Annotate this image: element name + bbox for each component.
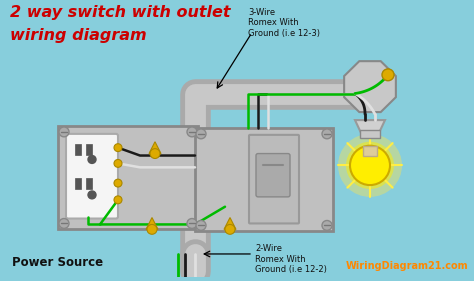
- Circle shape: [88, 191, 96, 199]
- FancyBboxPatch shape: [66, 134, 118, 219]
- Text: Power Source: Power Source: [12, 256, 103, 269]
- Circle shape: [196, 129, 206, 139]
- FancyBboxPatch shape: [58, 126, 198, 229]
- Circle shape: [59, 219, 69, 228]
- Polygon shape: [344, 61, 396, 112]
- Circle shape: [88, 155, 96, 164]
- Circle shape: [338, 134, 402, 197]
- FancyBboxPatch shape: [86, 144, 92, 155]
- Circle shape: [346, 142, 394, 189]
- Circle shape: [147, 225, 157, 234]
- FancyBboxPatch shape: [86, 178, 92, 189]
- Text: wiring diagram: wiring diagram: [10, 28, 146, 42]
- Circle shape: [114, 179, 122, 187]
- Circle shape: [150, 149, 160, 158]
- Text: 3-Wire
Romex With
Ground (i.e 12-3): 3-Wire Romex With Ground (i.e 12-3): [248, 8, 320, 38]
- Circle shape: [114, 160, 122, 167]
- Text: 2 way switch with outlet: 2 way switch with outlet: [10, 5, 230, 20]
- Polygon shape: [149, 142, 161, 153]
- Circle shape: [322, 129, 332, 139]
- FancyBboxPatch shape: [249, 135, 299, 223]
- Circle shape: [187, 219, 197, 228]
- Polygon shape: [224, 217, 236, 229]
- FancyBboxPatch shape: [363, 146, 377, 155]
- Circle shape: [322, 221, 332, 230]
- Polygon shape: [355, 120, 385, 133]
- Circle shape: [350, 146, 390, 185]
- FancyBboxPatch shape: [256, 153, 290, 197]
- Text: WiringDiagram21.com: WiringDiagram21.com: [346, 261, 468, 271]
- Circle shape: [114, 196, 122, 204]
- Circle shape: [114, 144, 122, 151]
- Circle shape: [225, 225, 235, 234]
- Circle shape: [187, 127, 197, 137]
- Polygon shape: [146, 217, 158, 229]
- FancyBboxPatch shape: [195, 128, 333, 231]
- FancyBboxPatch shape: [360, 130, 380, 138]
- Circle shape: [196, 221, 206, 230]
- FancyBboxPatch shape: [75, 178, 81, 189]
- Text: 2-Wire
Romex With
Ground (i.e 12-2): 2-Wire Romex With Ground (i.e 12-2): [255, 244, 327, 274]
- Circle shape: [382, 69, 394, 81]
- Circle shape: [59, 127, 69, 137]
- FancyBboxPatch shape: [75, 144, 81, 155]
